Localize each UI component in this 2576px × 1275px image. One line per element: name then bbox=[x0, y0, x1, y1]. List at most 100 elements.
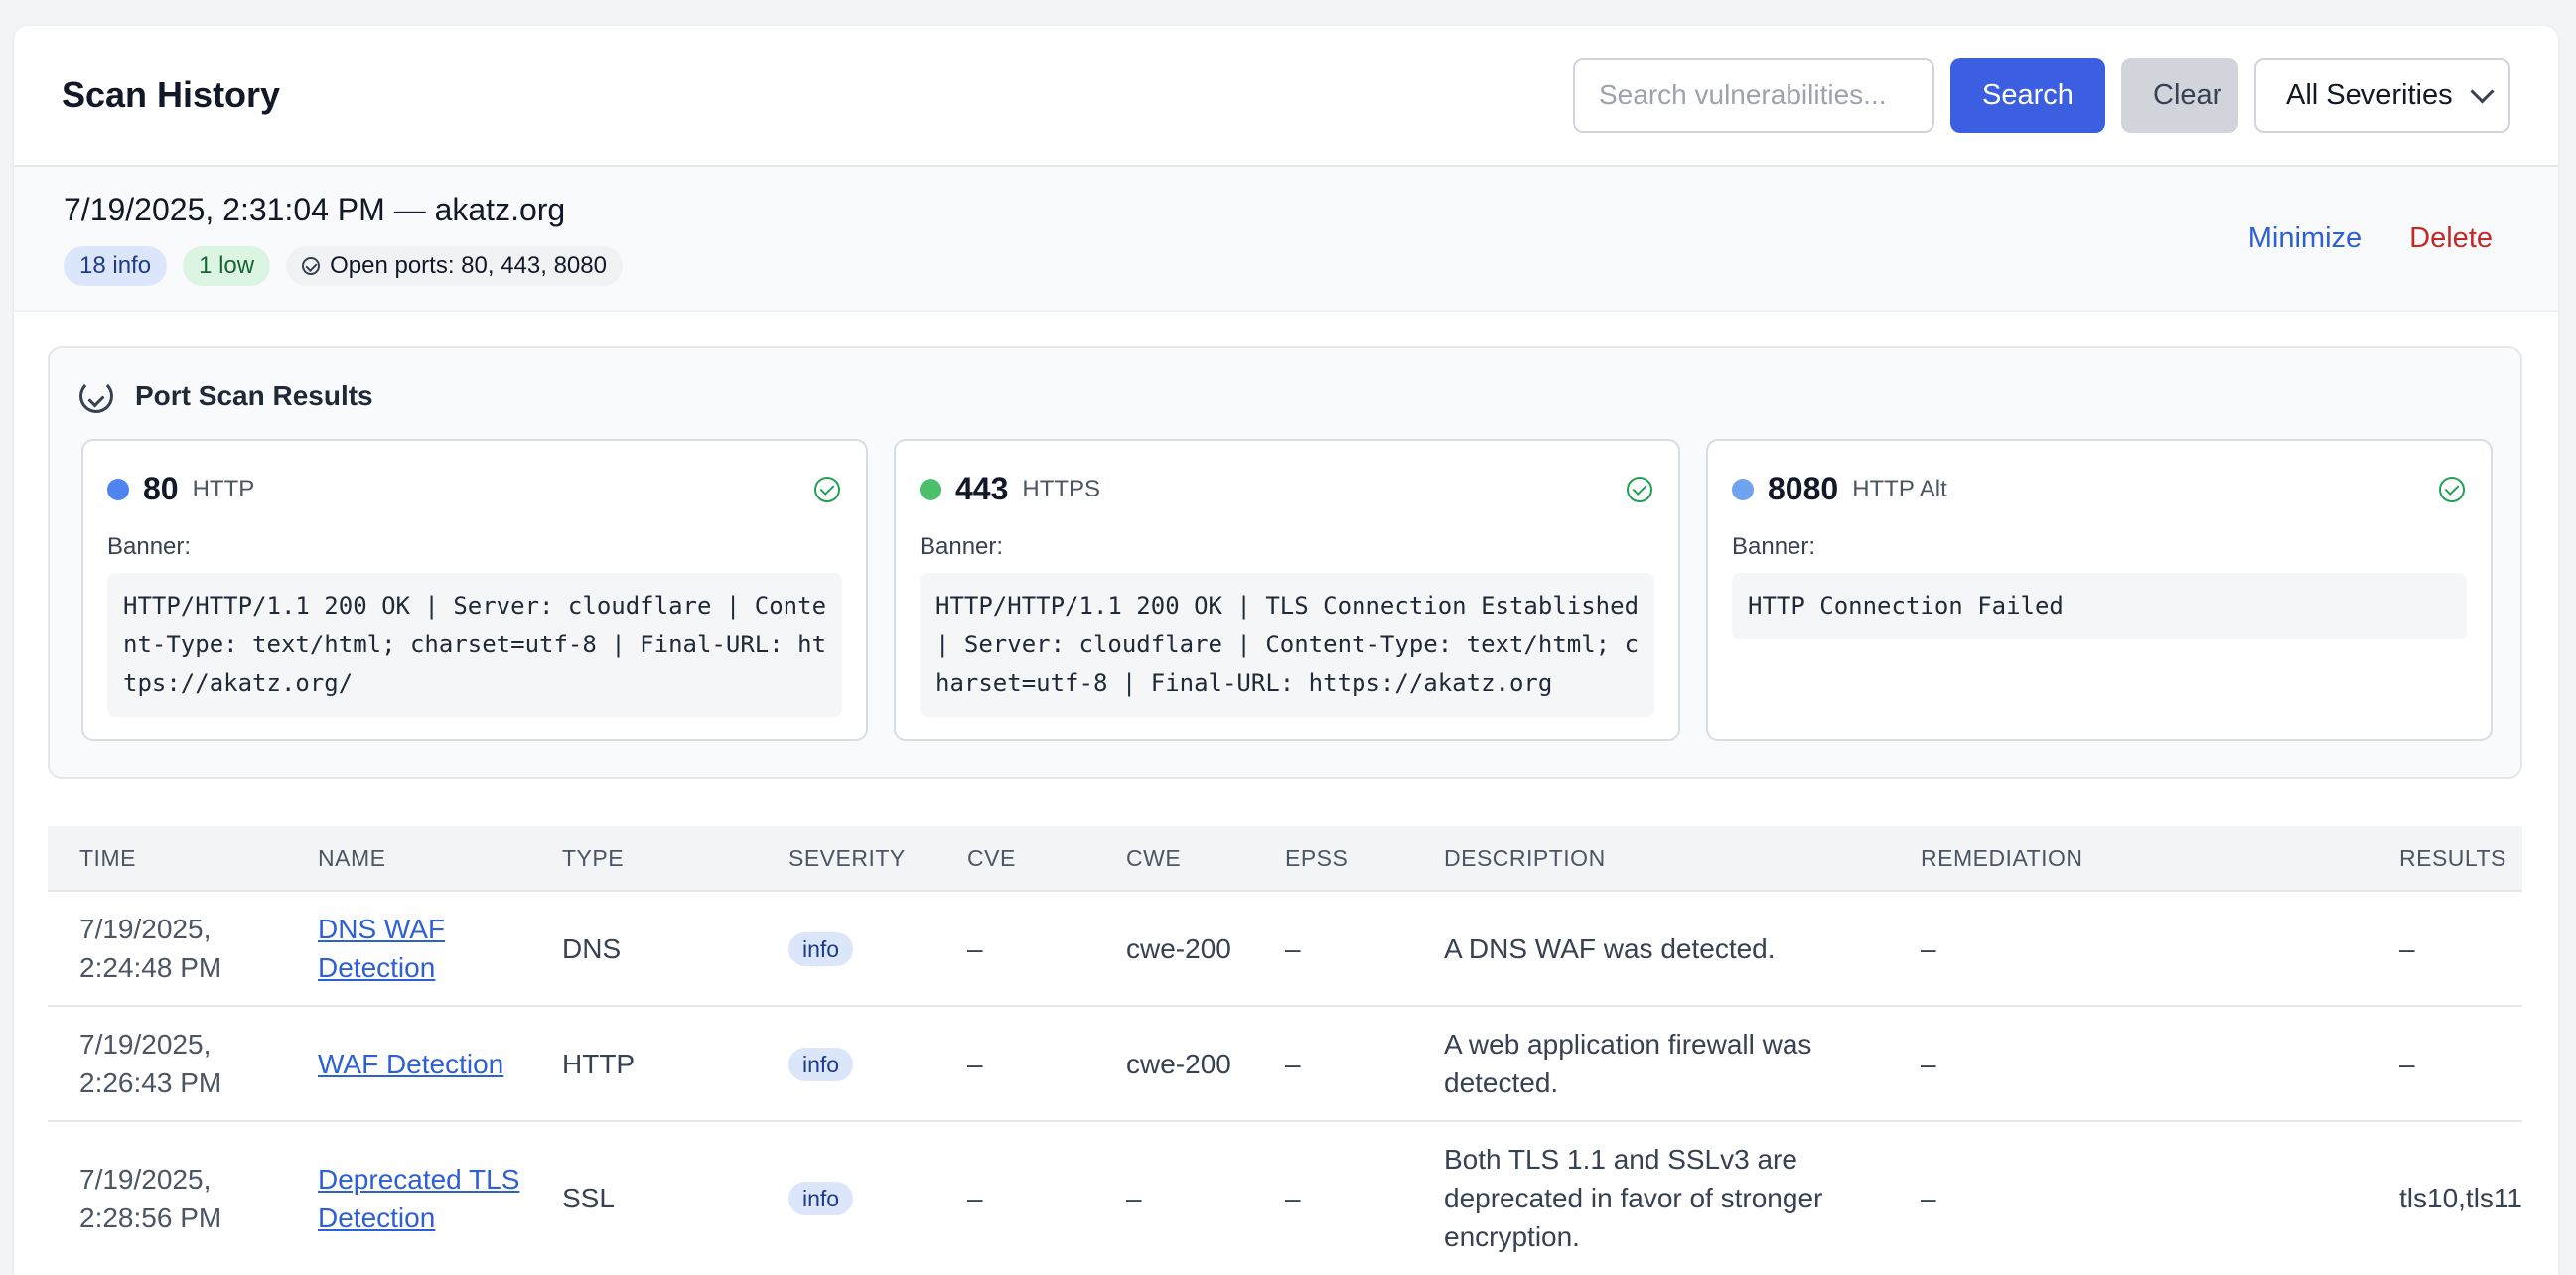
column-header[interactable]: TIME bbox=[79, 844, 136, 871]
cell-epss: – bbox=[1253, 1005, 1412, 1121]
banner-label: Banner: bbox=[107, 533, 192, 560]
port-number: 443 bbox=[955, 471, 1009, 506]
port-card-header: 80 HTTP bbox=[107, 471, 842, 507]
banner-text: HTTP/HTTP/1.1 200 OK | TLS Connection Es… bbox=[920, 573, 1654, 717]
info-count-badge: 18 info bbox=[64, 245, 168, 286]
port-card-80: 80 HTTP Banner: HTTP/HTTP/1.1 200 OK | S… bbox=[81, 439, 868, 741]
banner-label: Banner: bbox=[1732, 533, 1816, 560]
port-scan-title: Port Scan Results bbox=[79, 379, 373, 413]
severity-badge: info bbox=[788, 1047, 854, 1081]
cell-epss: – bbox=[1253, 890, 1412, 1006]
cell-cve: – bbox=[935, 890, 1094, 1006]
column-header[interactable]: CWE bbox=[1126, 844, 1182, 871]
port-card-8080: 8080 HTTP Alt Banner: HTTP Connection Fa… bbox=[1706, 439, 2493, 741]
cell-epss: – bbox=[1253, 1120, 1412, 1274]
low-count-badge: 1 low bbox=[183, 245, 271, 286]
cell-results: tls10,tls11 bbox=[2367, 1120, 2522, 1274]
cell-remediation: – bbox=[1889, 890, 2367, 1006]
vulnerability-link[interactable]: Deprecated TLS Detection bbox=[318, 1163, 520, 1233]
cell-time: 7/19/2025, 2:26:43 PM bbox=[48, 1005, 286, 1121]
column-header[interactable]: EPSS bbox=[1285, 844, 1349, 871]
port-card-443: 443 HTTPS Banner: HTTP/HTTP/1.1 200 OK |… bbox=[894, 439, 1680, 741]
scan-actions: Minimize Delete bbox=[2248, 222, 2493, 255]
status-dot bbox=[920, 478, 941, 500]
column-header[interactable]: TYPE bbox=[562, 844, 625, 871]
check-circle-icon bbox=[302, 256, 321, 275]
banner-text: HTTP Connection Failed bbox=[1732, 573, 2467, 639]
port-card-header: 8080 HTTP Alt bbox=[1732, 471, 2467, 507]
column-header[interactable]: NAME bbox=[318, 844, 386, 871]
severity-select-value: All Severities bbox=[2286, 78, 2453, 111]
scan-history-panel: Scan History Search Clear All Severities… bbox=[14, 26, 2558, 1275]
page-title: Scan History bbox=[62, 74, 281, 115]
severity-badge: info bbox=[788, 1182, 854, 1215]
open-ports-text: Open ports: 80, 443, 8080 bbox=[330, 251, 607, 279]
scan-icon bbox=[79, 379, 113, 413]
scan-summary: 7/19/2025, 2:31:04 PM — akatz.org 18 inf… bbox=[14, 167, 2558, 312]
cell-results: – bbox=[2367, 890, 2522, 1006]
cell-severity: info bbox=[757, 1005, 935, 1121]
column-header[interactable]: CVE bbox=[967, 844, 1016, 871]
search-input[interactable] bbox=[1573, 58, 1934, 133]
check-circle-icon bbox=[1627, 477, 1652, 502]
delete-link[interactable]: Delete bbox=[2409, 221, 2493, 254]
open-ports-badge: Open ports: 80, 443, 8080 bbox=[286, 245, 623, 286]
column-header[interactable]: SEVERITY bbox=[788, 844, 906, 871]
cell-time: 7/19/2025, 2:28:56 PM bbox=[48, 1120, 286, 1274]
column-header[interactable]: DESCRIPTION bbox=[1444, 844, 1606, 871]
cell-cwe: cwe-200 bbox=[1094, 1005, 1253, 1121]
chevron-down-icon bbox=[2470, 78, 2495, 104]
banner-text: HTTP/HTTP/1.1 200 OK | Server: cloudflar… bbox=[107, 573, 842, 717]
vulnerability-table: TIME NAME TYPE SEVERITY CVE CWE EPSS DES… bbox=[48, 826, 2522, 1274]
vulnerability-link[interactable]: WAF Detection bbox=[318, 1048, 504, 1079]
banner-label: Banner: bbox=[920, 533, 1004, 560]
cell-cve: – bbox=[935, 1005, 1094, 1121]
cell-results: – bbox=[2367, 1005, 2522, 1121]
vulnerability-link[interactable]: DNS WAF Detection bbox=[318, 914, 446, 983]
check-circle-icon bbox=[814, 477, 840, 502]
status-dot bbox=[107, 478, 129, 500]
cell-description: A DNS WAF was detected. bbox=[1412, 890, 1889, 1006]
port-cards: 80 HTTP Banner: HTTP/HTTP/1.1 200 OK | S… bbox=[81, 439, 2493, 741]
header: Scan History Search Clear All Severities bbox=[14, 26, 2558, 167]
table-row: 7/19/2025, 2:28:56 PM Deprecated TLS Det… bbox=[48, 1120, 2522, 1274]
minimize-link[interactable]: Minimize bbox=[2247, 221, 2362, 254]
clear-button[interactable]: Clear bbox=[2121, 58, 2238, 133]
severity-badge: info bbox=[788, 931, 854, 966]
port-card-header: 443 HTTPS bbox=[920, 471, 1654, 507]
port-service: HTTPS bbox=[1022, 475, 1101, 502]
check-circle-icon bbox=[2439, 477, 2465, 502]
cell-cve: – bbox=[935, 1120, 1094, 1274]
severity-select[interactable]: All Severities bbox=[2254, 58, 2510, 133]
column-header[interactable]: REMEDIATION bbox=[1921, 844, 2083, 871]
table-row: 7/19/2025, 2:24:48 PM DNS WAF Detection … bbox=[48, 890, 2522, 1006]
port-service: HTTP Alt bbox=[1852, 475, 1947, 502]
cell-description: Both TLS 1.1 and SSLv3 are deprecated in… bbox=[1412, 1120, 1889, 1274]
port-scan-title-text: Port Scan Results bbox=[135, 380, 373, 411]
port-number: 80 bbox=[143, 471, 179, 506]
cell-name: WAF Detection bbox=[286, 1005, 530, 1121]
cell-description: A web application firewall was detected. bbox=[1412, 1005, 1889, 1121]
cell-name: DNS WAF Detection bbox=[286, 890, 530, 1006]
scan-title: 7/19/2025, 2:31:04 PM — akatz.org bbox=[64, 191, 566, 227]
cell-remediation: – bbox=[1889, 1005, 2367, 1121]
status-dot bbox=[1732, 478, 1754, 500]
cell-name: Deprecated TLS Detection bbox=[286, 1120, 530, 1274]
cell-severity: info bbox=[757, 890, 935, 1006]
port-service: HTTP bbox=[192, 475, 255, 502]
cell-cwe: – bbox=[1094, 1120, 1253, 1274]
search-button[interactable]: Search bbox=[1950, 58, 2105, 133]
port-scan-results: Port Scan Results 80 HTTP Banner: HTTP/H… bbox=[48, 346, 2522, 779]
cell-time: 7/19/2025, 2:24:48 PM bbox=[48, 890, 286, 1006]
table-row: 7/19/2025, 2:26:43 PM WAF Detection HTTP… bbox=[48, 1005, 2522, 1121]
cell-type: HTTP bbox=[530, 1005, 757, 1121]
cell-severity: info bbox=[757, 1120, 935, 1274]
table-header-row: TIME NAME TYPE SEVERITY CVE CWE EPSS DES… bbox=[48, 826, 2522, 891]
scan-badges: 18 info 1 low Open ports: 80, 443, 8080 bbox=[64, 245, 623, 286]
cell-cwe: cwe-200 bbox=[1094, 890, 1253, 1006]
cell-remediation: – bbox=[1889, 1120, 2367, 1274]
cell-type: DNS bbox=[530, 890, 757, 1006]
cell-type: SSL bbox=[530, 1120, 757, 1274]
toolbar: Search Clear All Severities bbox=[1573, 58, 2510, 133]
column-header[interactable]: RESULTS bbox=[2399, 844, 2506, 871]
